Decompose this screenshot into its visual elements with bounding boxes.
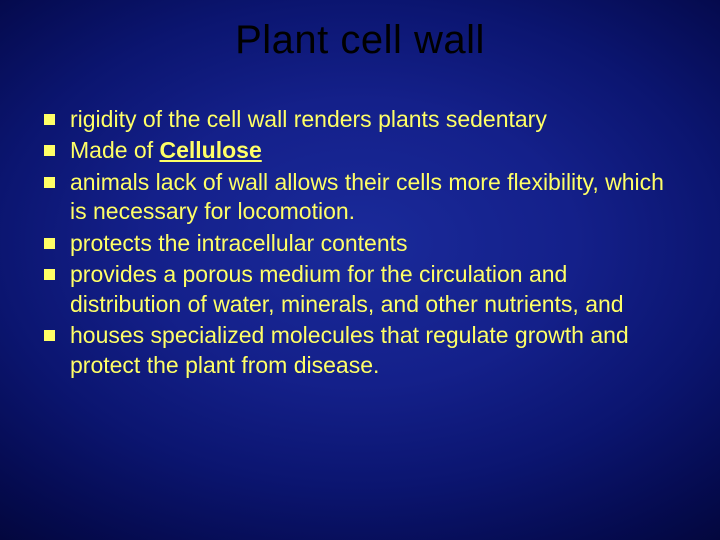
list-item: Made of Cellulose [44,136,676,165]
bullet-text: houses specialized molecules that regula… [70,321,676,380]
bullet-text: protects the intracellular contents [70,229,408,258]
list-item: provides a porous medium for the circula… [44,260,676,319]
list-item: animals lack of wall allows their cells … [44,168,676,227]
bullet-icon [44,269,55,280]
slide: Plant cell wall rigidity of the cell wal… [0,0,720,540]
bullet-icon [44,177,55,188]
list-item: rigidity of the cell wall renders plants… [44,105,676,134]
bullet-icon [44,330,55,341]
slide-title: Plant cell wall [0,0,720,63]
list-item: houses specialized molecules that regula… [44,321,676,380]
bullet-text: Made of Cellulose [70,136,262,165]
bullet-text: provides a porous medium for the circula… [70,260,676,319]
bullet-icon [44,238,55,249]
emphasis-text: Cellulose [160,137,262,163]
bullet-text: rigidity of the cell wall renders plants… [70,105,547,134]
bullet-icon [44,114,55,125]
bullet-text: animals lack of wall allows their cells … [70,168,676,227]
bullet-icon [44,145,55,156]
slide-body: rigidity of the cell wall renders plants… [0,63,720,380]
list-item: protects the intracellular contents [44,229,676,258]
